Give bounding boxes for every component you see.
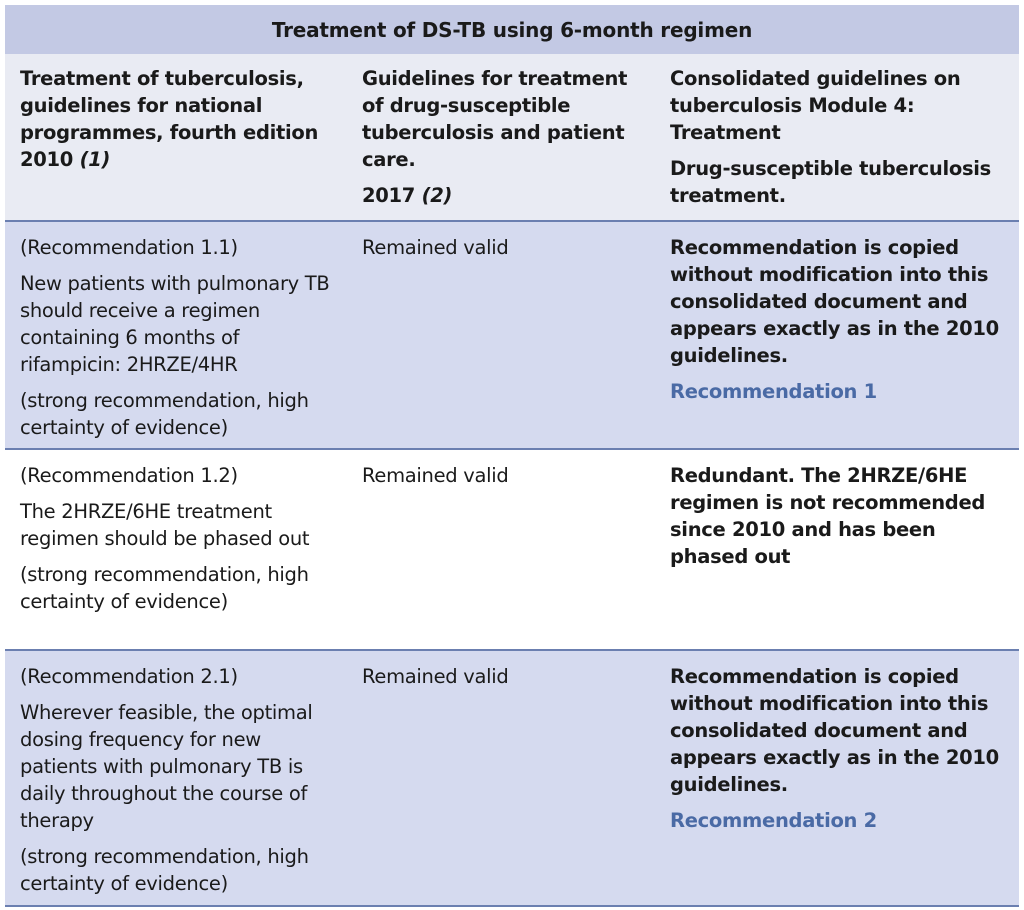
header-2010-guidelines: Treatment of tuberculosis, guidelines fo… [5,54,347,220]
rec-strength: (strong recommendation, high certainty o… [20,563,309,613]
table-row: (Recommendation 1.2) The 2HRZE/6HE treat… [5,450,1019,651]
recommendations-table: Treatment of DS-TB using 6-month regimen… [5,5,1019,907]
status-2017: Remained valid [362,665,509,688]
recommendation-link[interactable]: Recommendation 1 [670,380,877,403]
header-consolidated-guidelines: Consolidated guidelines on tuberculosis … [655,54,1019,220]
status-2017-cell: Remained valid [347,450,655,649]
consolidated-text: Recommendation is copied without modific… [670,236,999,367]
consolidated-cell: Redundant. The 2HRZE/6HE regimen is not … [655,450,1019,649]
table-row: (Recommendation 1.1) New patients with p… [5,222,1019,450]
rec-id: (Recommendation 2.1) [20,665,238,688]
recommendation-link[interactable]: Recommendation 2 [670,809,877,832]
header-2017-text: Guidelines for treatment of drug-suscept… [362,67,628,171]
table-row: (Recommendation 2.1) Wherever feasible, … [5,651,1019,907]
header-consolidated-line2: Drug-susceptible tuberculosis treatment. [670,157,991,207]
header-row: Treatment of tuberculosis, guidelines fo… [5,54,1019,222]
rec-text: The 2HRZE/6HE treatment regimen should b… [20,500,310,550]
rec-2010-cell: (Recommendation 2.1) Wherever feasible, … [5,651,347,905]
rec-strength: (strong recommendation, high certainty o… [20,389,309,439]
consolidated-text: Redundant. The 2HRZE/6HE regimen is not … [670,464,986,568]
status-2017: Remained valid [362,464,509,487]
header-2010-text: Treatment of tuberculosis, guidelines fo… [20,67,319,171]
rec-text: New patients with pulmonary TB should re… [20,272,330,376]
header-2017-guidelines: Guidelines for treatment of drug-suscept… [347,54,655,220]
header-2010-ref: (1) [79,148,111,171]
rec-strength: (strong recommendation, high certainty o… [20,845,309,895]
header-2017-ref: (2) [421,184,453,207]
consolidated-cell: Recommendation is copied without modific… [655,222,1019,448]
consolidated-cell: Recommendation is copied without modific… [655,651,1019,905]
status-2017: Remained valid [362,236,509,259]
header-2017-year: 2017 [362,184,416,207]
rec-text: Wherever feasible, the optimal dosing fr… [20,701,313,832]
rec-2010-cell: (Recommendation 1.1) New patients with p… [5,222,347,448]
status-2017-cell: Remained valid [347,222,655,448]
status-2017-cell: Remained valid [347,651,655,905]
rec-2010-cell: (Recommendation 1.2) The 2HRZE/6HE treat… [5,450,347,649]
table-title: Treatment of DS-TB using 6-month regimen [5,5,1019,54]
rec-id: (Recommendation 1.2) [20,464,238,487]
header-consolidated-line1: Consolidated guidelines on tuberculosis … [670,67,961,144]
rec-id: (Recommendation 1.1) [20,236,238,259]
consolidated-text: Recommendation is copied without modific… [670,665,999,796]
